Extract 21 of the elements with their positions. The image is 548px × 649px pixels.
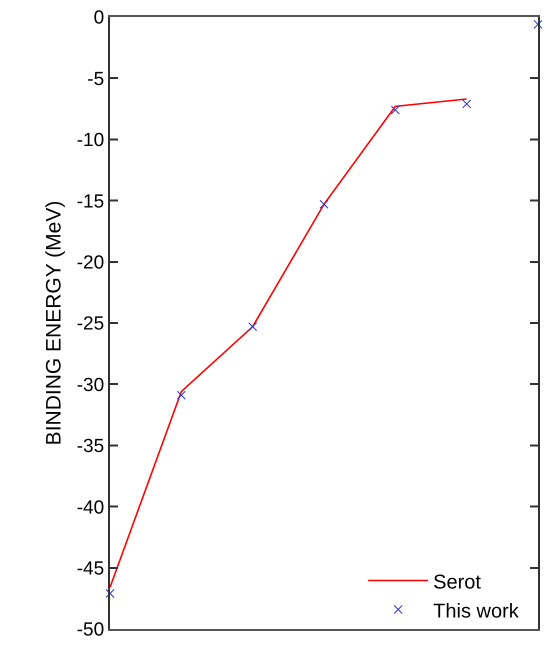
y-tick-label: -20 [76, 252, 104, 274]
y-tick-label: -5 [87, 68, 104, 90]
y-tick-label: -30 [76, 374, 104, 396]
legend-label: This work [433, 600, 520, 622]
y-tick-label: -10 [76, 130, 104, 152]
y-tick-label: -35 [76, 436, 104, 458]
point [534, 20, 542, 29]
point [390, 106, 400, 115]
y-tick-label: -50 [76, 620, 104, 641]
y-tick-label: -45 [76, 558, 104, 580]
point [176, 390, 186, 400]
y-tick-label: -15 [76, 191, 104, 212]
y-tick-label: 0 [94, 8, 104, 29]
y-axis-title: BINDING ENERGY (MeV) [42, 200, 66, 446]
y-tick-label: -40 [76, 497, 104, 518]
point [462, 99, 472, 108]
y-tick-label: -25 [76, 314, 104, 335]
legend-label: Serot [433, 571, 482, 594]
point [320, 200, 328, 209]
point [106, 589, 114, 598]
point [248, 322, 258, 332]
